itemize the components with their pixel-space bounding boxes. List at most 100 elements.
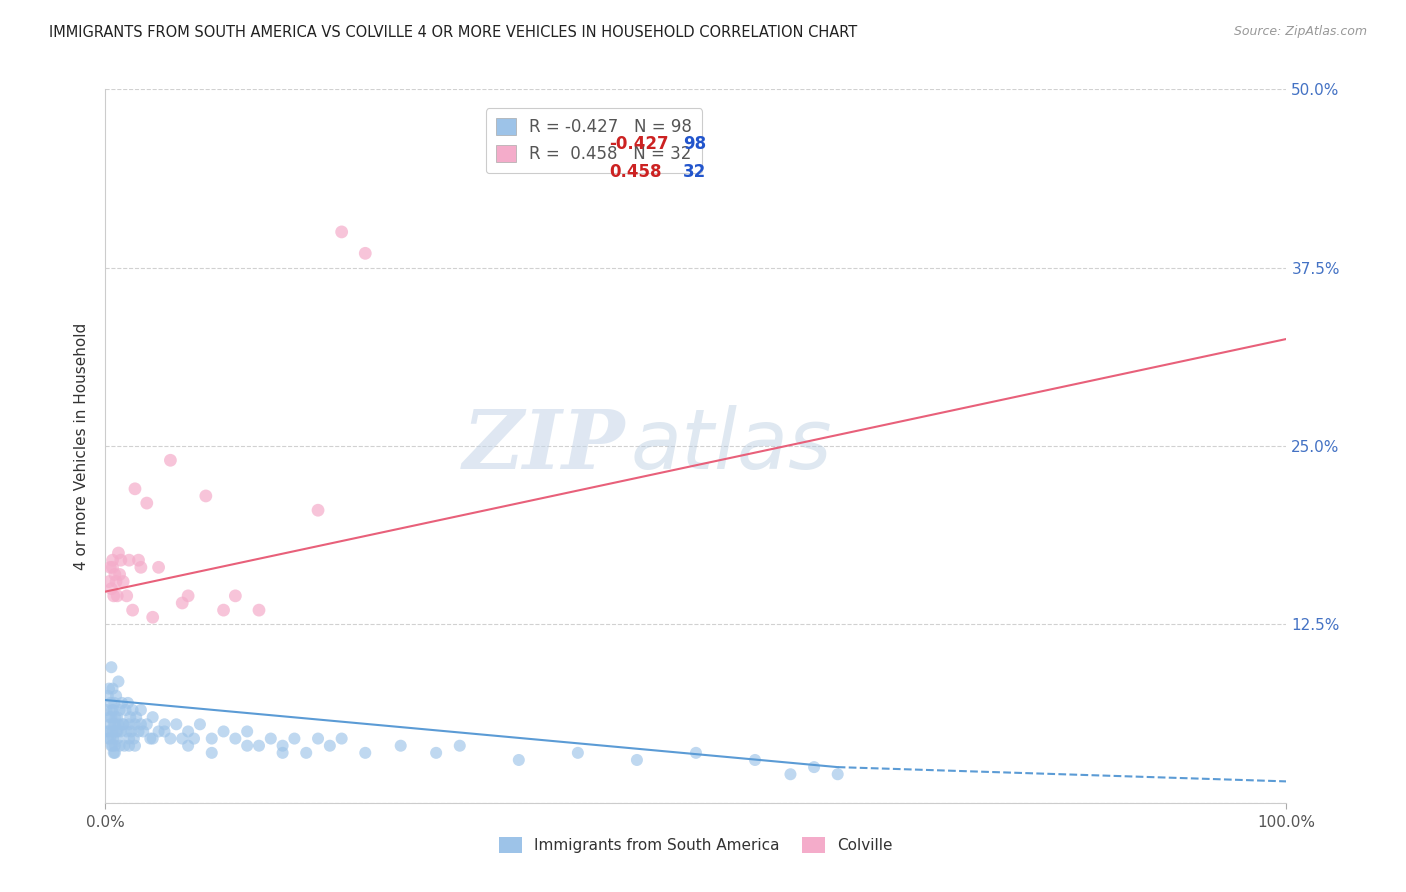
Point: [98, 574, 121, 589]
Legend: Immigrants from South America, Colville: Immigrants from South America, Colville: [492, 831, 900, 859]
Point: [183, 731, 205, 746]
Point: [283, 731, 305, 746]
Point: [128, 553, 150, 567]
Point: [104, 567, 127, 582]
Point: [105, 724, 128, 739]
Point: [194, 489, 217, 503]
Point: [177, 589, 200, 603]
Point: [97, 731, 120, 746]
Point: [212, 603, 235, 617]
Point: [118, 731, 141, 746]
Point: [159, 731, 181, 746]
Point: [101, 553, 124, 567]
Point: [112, 574, 135, 589]
Point: [104, 739, 127, 753]
Point: [96, 724, 118, 739]
Point: [330, 731, 353, 746]
Point: [567, 746, 589, 760]
Point: [135, 496, 157, 510]
Point: [100, 582, 122, 596]
Point: [103, 703, 125, 717]
Point: [224, 589, 246, 603]
Point: [98, 731, 121, 746]
Point: [105, 689, 128, 703]
Point: [103, 589, 125, 603]
Point: [101, 560, 124, 574]
Point: [236, 739, 259, 753]
Point: [803, 760, 825, 774]
Y-axis label: 4 or more Vehicles in Household: 4 or more Vehicles in Household: [75, 322, 90, 570]
Point: [295, 746, 318, 760]
Point: [96, 703, 118, 717]
Point: [110, 553, 132, 567]
Point: [425, 746, 447, 760]
Point: [744, 753, 766, 767]
Point: [142, 731, 165, 746]
Point: [103, 746, 125, 760]
Point: [98, 560, 121, 574]
Point: [142, 610, 165, 624]
Text: ZIP: ZIP: [463, 406, 626, 486]
Point: [125, 710, 148, 724]
Point: [139, 731, 162, 746]
Text: atlas: atlas: [631, 406, 832, 486]
Point: [103, 717, 125, 731]
Point: [118, 553, 141, 567]
Point: [117, 696, 139, 710]
Point: [779, 767, 801, 781]
Point: [827, 767, 849, 781]
Point: [124, 482, 146, 496]
Point: [115, 589, 138, 603]
Point: [201, 746, 224, 760]
Point: [172, 596, 194, 610]
Point: [110, 724, 132, 739]
Point: [247, 603, 270, 617]
Point: [120, 724, 142, 739]
Point: [271, 739, 294, 753]
Point: [97, 689, 120, 703]
Point: [101, 681, 124, 696]
Point: [101, 731, 124, 746]
Point: [142, 710, 165, 724]
Point: [101, 739, 124, 753]
Text: IMMIGRANTS FROM SOUTH AMERICA VS COLVILLE 4 OR MORE VEHICLES IN HOUSEHOLD CORREL: IMMIGRANTS FROM SOUTH AMERICA VS COLVILL…: [49, 25, 858, 40]
Point: [508, 753, 530, 767]
Point: [626, 753, 648, 767]
Point: [98, 724, 121, 739]
Point: [104, 717, 127, 731]
Point: [112, 717, 135, 731]
Point: [271, 746, 294, 760]
Point: [105, 731, 128, 746]
Point: [247, 739, 270, 753]
Point: [100, 696, 122, 710]
Text: 98: 98: [683, 135, 706, 153]
Point: [224, 731, 246, 746]
Point: [153, 717, 176, 731]
Point: [104, 710, 127, 724]
Point: [101, 724, 124, 739]
Point: [100, 660, 122, 674]
Point: [115, 724, 138, 739]
Point: [135, 717, 157, 731]
Point: [201, 731, 224, 746]
Point: [153, 724, 176, 739]
Point: [177, 724, 200, 739]
Point: [122, 731, 145, 746]
Point: [107, 674, 129, 689]
Point: [260, 731, 283, 746]
Text: Source: ZipAtlas.com: Source: ZipAtlas.com: [1233, 25, 1367, 38]
Point: [120, 710, 142, 724]
Point: [98, 681, 121, 696]
Point: [389, 739, 412, 753]
Point: [114, 703, 136, 717]
Point: [354, 246, 377, 260]
Point: [129, 717, 152, 731]
Point: [105, 710, 128, 724]
Point: [104, 746, 127, 760]
Text: -0.427: -0.427: [609, 135, 669, 153]
Point: [121, 703, 143, 717]
Point: [105, 589, 128, 603]
Point: [112, 717, 135, 731]
Point: [107, 717, 129, 731]
Point: [172, 731, 194, 746]
